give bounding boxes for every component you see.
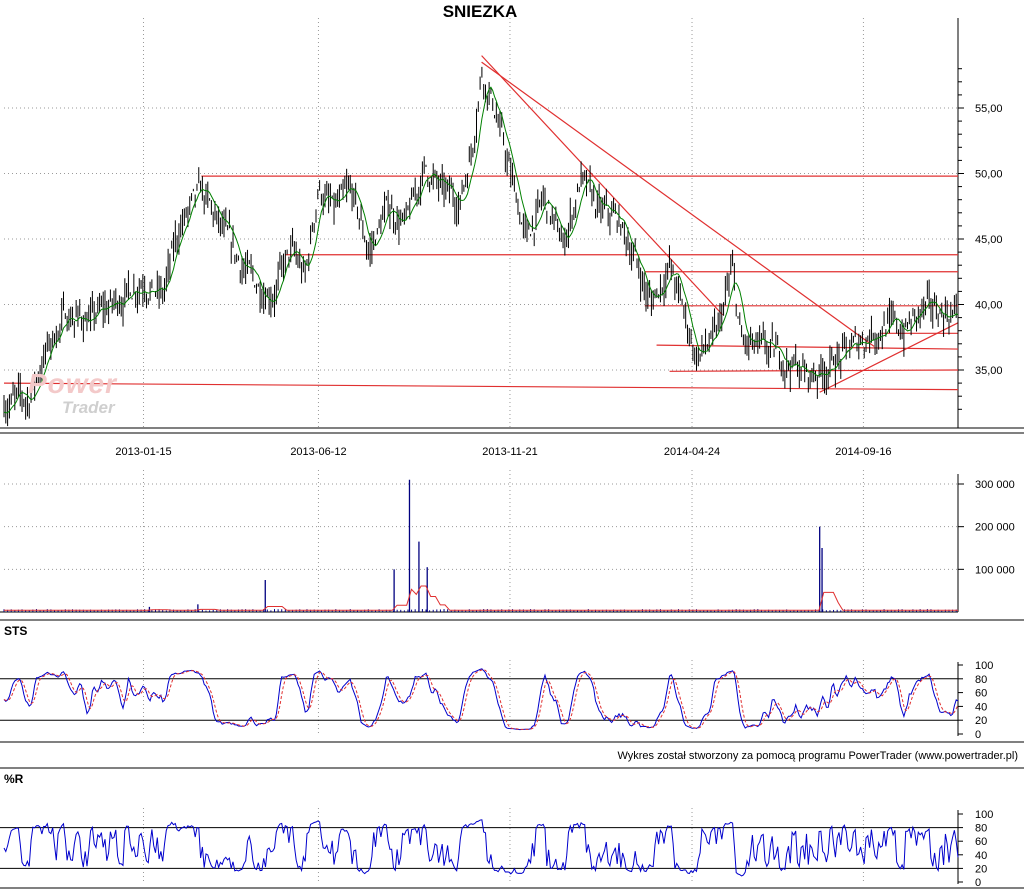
sts-d-line: [3, 669, 959, 731]
price-tick-label: 45,00: [975, 234, 1003, 246]
price-tick-label: 55,00: [975, 103, 1003, 115]
sts-tick-label: 100: [975, 660, 993, 672]
sts-panel-label: STS: [4, 624, 28, 638]
price-tick-label: 50,00: [975, 169, 1003, 181]
volume-tick-label: 200 000: [975, 522, 1015, 534]
x-tick-label: 2013-01-15: [115, 446, 171, 458]
price-tick-label: 35,00: [975, 365, 1003, 377]
x-tick-label: 2013-06-12: [290, 446, 346, 458]
wr-tick-label: 20: [975, 863, 987, 875]
moving-average-line: [3, 86, 959, 414]
sts-tick-label: 60: [975, 688, 987, 700]
x-tick-label: 2013-11-21: [482, 446, 537, 458]
trendline: [481, 61, 875, 347]
price-candles: [3, 66, 959, 427]
price-tick-label: 40,00: [975, 300, 1003, 312]
wr-tick-label: 40: [975, 850, 987, 862]
watermark-trader: Trader: [62, 398, 115, 417]
wr-panel-label: %R: [4, 772, 24, 786]
volume-bars: [3, 479, 958, 612]
chart-title: SNIEZKA: [442, 2, 518, 21]
wr-line: [3, 819, 959, 877]
trendline: [481, 55, 724, 316]
wr-tick-label: 100: [975, 809, 993, 821]
x-tick-label: 2014-04-24: [664, 446, 720, 458]
axes: [0, 18, 1024, 889]
price-moving-average: [3, 86, 959, 414]
grid: [0, 18, 958, 884]
x-tick-label: 2014-09-16: [835, 446, 891, 458]
volume-tick-label: 100 000: [975, 564, 1015, 576]
williams-r-oscillator: [3, 819, 959, 877]
sts-k-line: [3, 668, 959, 731]
sts-tick-label: 0: [975, 729, 981, 741]
wr-tick-label: 0: [975, 877, 981, 889]
trendline: [3, 382, 959, 391]
sts-tick-label: 20: [975, 715, 987, 727]
volume-tick-label: 300 000: [975, 479, 1015, 491]
sts-tick-label: 80: [975, 674, 987, 686]
trendlines: [3, 55, 959, 393]
wr-tick-label: 80: [975, 823, 987, 835]
wr-tick-label: 60: [975, 836, 987, 848]
watermark-power: Power: [28, 368, 118, 399]
axis-labels: 2013-01-15 2013-06-12 2013-11-21 2014-04-24…: [115, 103, 1014, 889]
credit-note: Wykres został stworzony za pomocą progra…: [617, 750, 1018, 762]
volume-average-line: [4, 585, 958, 611]
sts-oscillator: [3, 668, 959, 731]
sts-tick-label: 40: [975, 701, 987, 713]
trendline: [819, 322, 959, 393]
